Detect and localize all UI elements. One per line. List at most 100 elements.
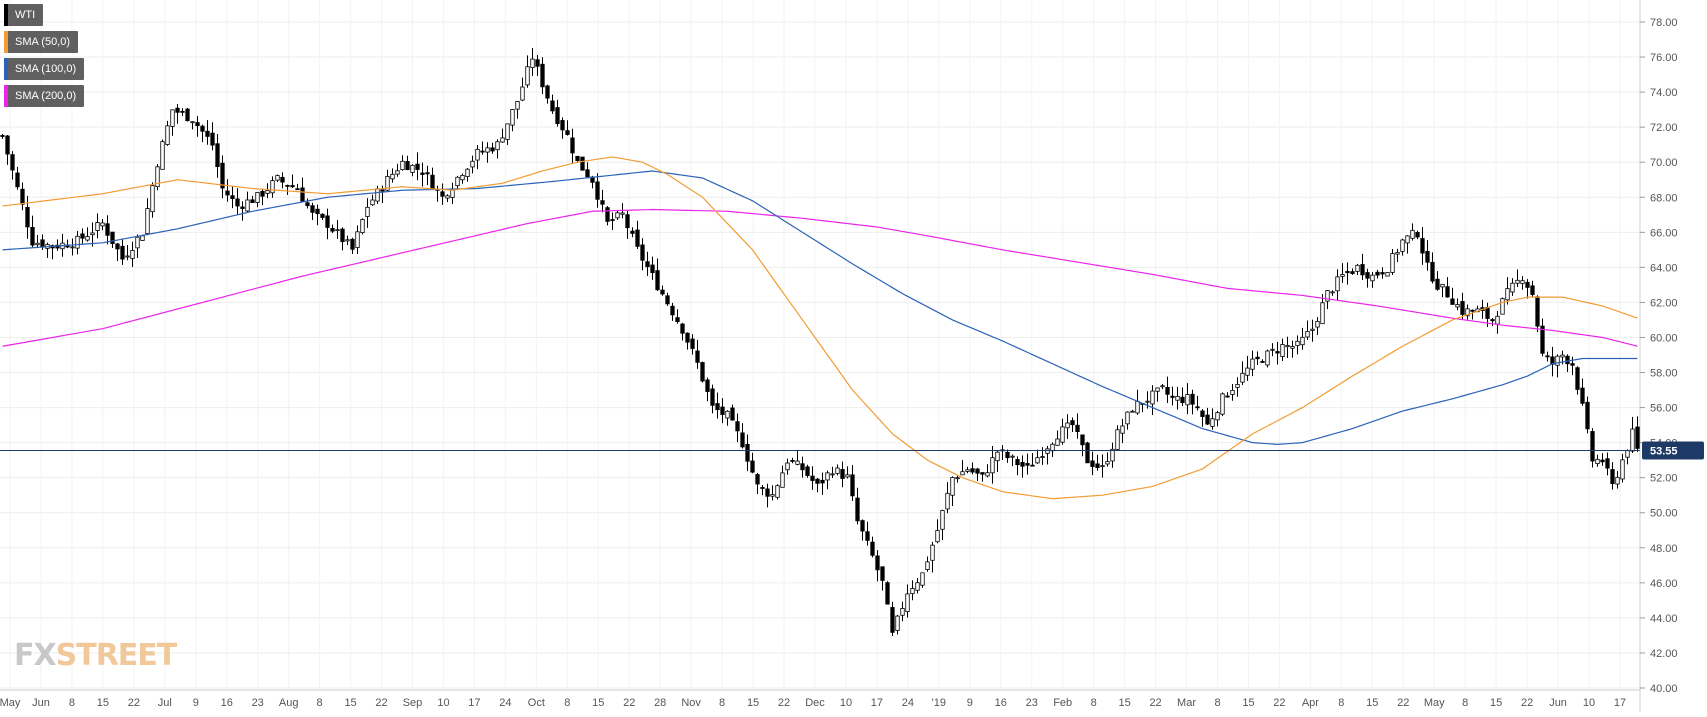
legend-item-sma100[interactable]: SMA (100,0) <box>4 58 85 80</box>
candle-body <box>35 242 40 246</box>
y-tick-label: 52.00 <box>1650 473 1678 485</box>
logo-street: STREET <box>55 638 178 673</box>
candle-body <box>340 228 345 243</box>
candle-body <box>385 176 390 191</box>
candle-body <box>125 255 130 258</box>
candle-body <box>20 188 25 205</box>
legend: WTI SMA (50,0) SMA (100,0) SMA (200,0) <box>4 4 85 112</box>
candle-body <box>175 107 180 113</box>
candle-body <box>1010 455 1015 458</box>
candle-body <box>650 264 655 274</box>
candle-body <box>880 566 885 581</box>
candle-body <box>1490 319 1495 322</box>
candle-body <box>1200 410 1205 417</box>
candle-body <box>1280 344 1285 357</box>
y-tick-label: 40.00 <box>1650 683 1678 695</box>
candle-body <box>1510 282 1515 293</box>
candle-body <box>275 175 280 181</box>
candle-body <box>1105 461 1110 465</box>
candle-body <box>1110 448 1115 462</box>
last-price-marker: 53.55 <box>0 441 1704 460</box>
candle-body <box>655 270 660 291</box>
x-tick-label: 22 <box>1149 697 1161 709</box>
candle-body <box>1570 363 1575 366</box>
candle-body <box>365 206 370 217</box>
candle-body <box>15 172 20 188</box>
y-tick-label: 46.00 <box>1650 578 1678 590</box>
candle-body <box>1625 450 1630 458</box>
x-tick-label: Jul <box>158 697 172 709</box>
legend-swatch <box>4 31 8 53</box>
candle-body <box>840 469 845 479</box>
candle-body <box>1305 331 1310 338</box>
candle-body <box>420 172 425 175</box>
candle-body <box>1425 250 1430 263</box>
candle-body <box>1500 298 1505 315</box>
candle-body <box>865 531 870 541</box>
moving-averages <box>2 156 1638 500</box>
candle-body <box>240 206 245 209</box>
candle-body <box>660 289 665 295</box>
candle-body <box>645 261 650 268</box>
candle-body <box>1050 443 1055 452</box>
x-tick-label: '19 <box>932 697 946 709</box>
candle-body <box>155 166 160 188</box>
x-tick-label: 8 <box>1091 697 1097 709</box>
candle-body <box>1555 355 1560 366</box>
candle-body <box>350 238 355 250</box>
candle-body <box>985 472 990 477</box>
candle-body <box>760 487 765 489</box>
candle-body <box>190 121 195 124</box>
candle-body <box>380 189 385 192</box>
candle-body <box>1185 394 1190 406</box>
x-tick-label: 22 <box>778 697 790 709</box>
candle-body <box>460 174 465 181</box>
candle-body <box>890 607 895 633</box>
candle-body <box>1100 465 1105 468</box>
candle-body <box>1610 469 1615 484</box>
candle-body <box>1495 315 1500 325</box>
candle-body <box>925 561 930 570</box>
x-tick-label: 22 <box>128 697 140 709</box>
candle-body <box>1375 271 1380 276</box>
candle-body <box>1415 232 1420 238</box>
candle-body <box>1455 304 1460 308</box>
candle-body <box>535 59 540 67</box>
candle-body <box>480 150 485 153</box>
y-tick-label: 66.00 <box>1650 227 1678 239</box>
candle-body <box>565 130 570 135</box>
x-tick-label: Apr <box>1302 697 1319 709</box>
candle-body <box>1540 325 1545 354</box>
candle-body <box>115 243 120 250</box>
legend-item-wti[interactable]: WTI <box>4 4 44 26</box>
candle-body <box>1075 424 1080 433</box>
candle-body <box>200 125 205 132</box>
candle-body <box>390 173 395 180</box>
candle-body <box>850 474 855 497</box>
candle-body <box>1205 414 1210 425</box>
y-tick-label: 48.00 <box>1650 543 1678 555</box>
candle-body <box>1035 457 1040 464</box>
candle-body <box>1365 272 1370 279</box>
legend-item-sma50[interactable]: SMA (50,0) <box>4 31 79 53</box>
candle-body <box>800 463 805 471</box>
candle-body <box>530 58 535 68</box>
candle-body <box>1145 400 1150 403</box>
candle-body <box>830 473 835 476</box>
candle-body <box>510 109 515 126</box>
candle-body <box>1405 235 1410 244</box>
candle-body <box>965 469 970 472</box>
candle-body <box>335 229 340 232</box>
candle-body <box>1320 302 1325 325</box>
candle-body <box>725 410 730 419</box>
candle-body <box>1545 355 1550 358</box>
candle-body <box>730 407 735 421</box>
candle-body <box>600 200 605 205</box>
candle-body <box>1025 463 1030 466</box>
legend-item-sma200[interactable]: SMA (200,0) <box>4 85 85 107</box>
candle-body <box>545 85 550 99</box>
x-tick-label: 8 <box>1462 697 1468 709</box>
candle-body <box>490 147 495 152</box>
candle-body <box>845 474 850 478</box>
